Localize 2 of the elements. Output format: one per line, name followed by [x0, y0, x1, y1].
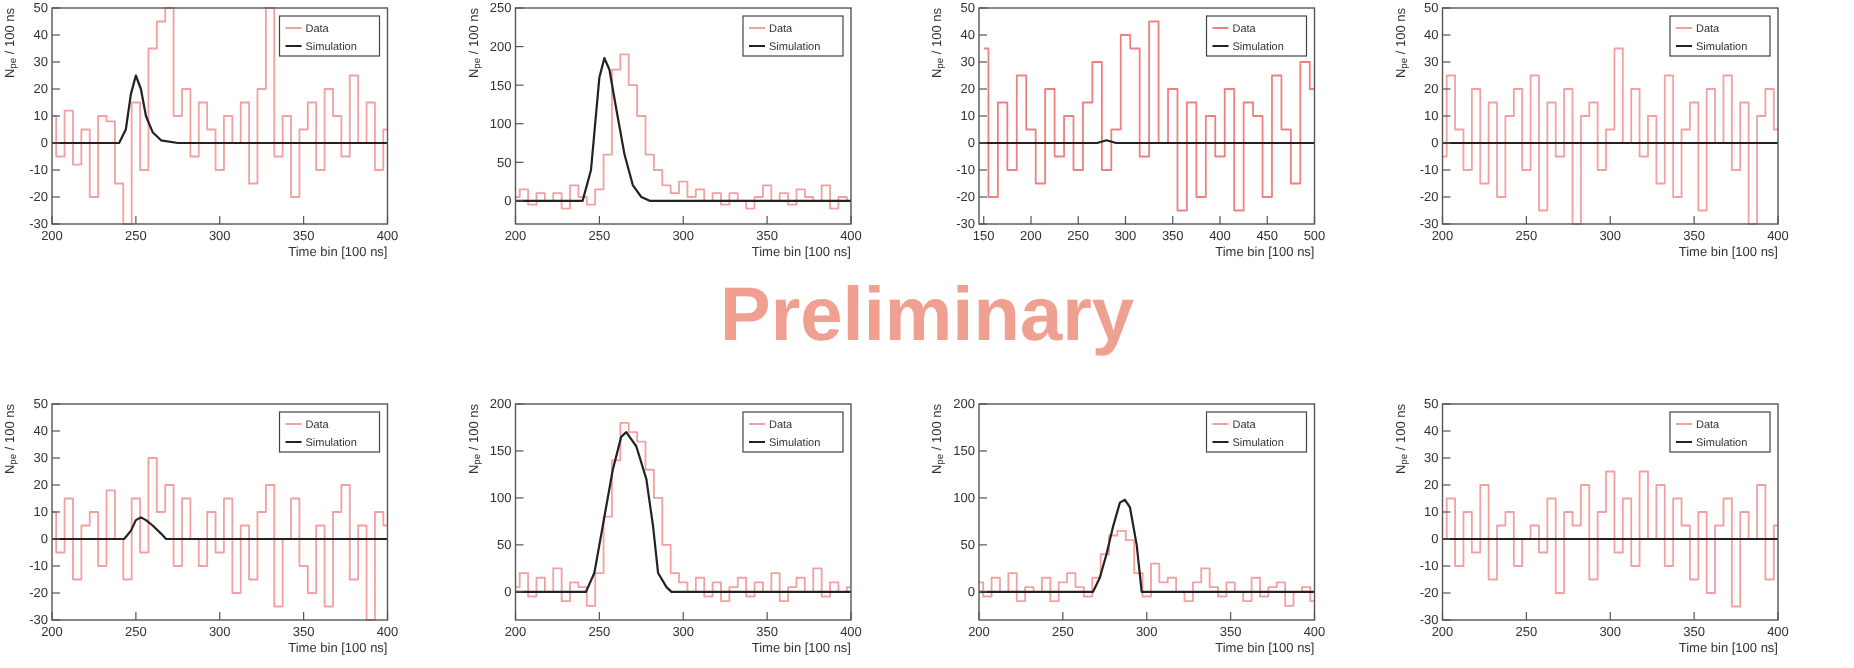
- line-series: [977, 498, 1316, 593]
- text: Preliminary: [720, 274, 1134, 358]
